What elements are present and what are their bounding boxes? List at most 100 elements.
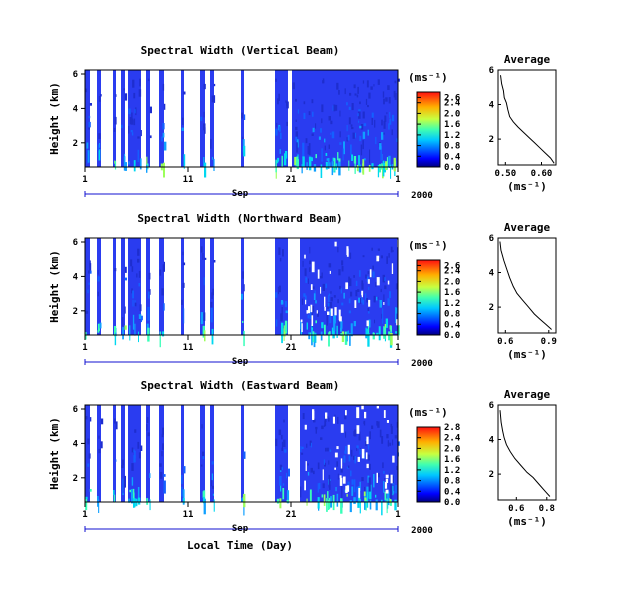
avg-x-tick-label: 0.9 xyxy=(541,337,557,347)
heatmap-cell xyxy=(202,253,204,260)
data-gap xyxy=(383,302,385,305)
heatmap-cell xyxy=(368,165,371,172)
heatmap-cell xyxy=(341,260,344,266)
heatmap-cell xyxy=(342,148,344,161)
heatmap-cell xyxy=(321,148,323,162)
heatmap-cell xyxy=(210,307,213,323)
heatmap-cell xyxy=(389,112,391,118)
heatmap-cell xyxy=(124,277,127,281)
heatmap-cell xyxy=(330,120,333,125)
heatmap-cell xyxy=(388,331,391,341)
heatmap-cell xyxy=(396,465,398,470)
heatmap-cell xyxy=(321,104,324,113)
colorbar-tick-label: 1.6 xyxy=(444,120,460,130)
heatmap-cell xyxy=(366,298,368,303)
heatmap-cell xyxy=(394,499,397,511)
heatmap-cell xyxy=(140,130,142,137)
heatmap-cell xyxy=(301,298,304,305)
heatmap-cell xyxy=(213,260,216,263)
data-gap xyxy=(306,310,309,314)
heatmap-cell xyxy=(297,109,299,114)
colorbar xyxy=(416,426,441,503)
heatmap-cell xyxy=(325,153,328,156)
heatmap-cell xyxy=(358,164,362,173)
heatmap-cell xyxy=(388,253,390,258)
heatmap-cell xyxy=(379,164,381,173)
heatmap-cell xyxy=(385,97,388,102)
heatmap-cell xyxy=(335,104,338,111)
heatmap-cell xyxy=(359,481,361,491)
heatmap-cell xyxy=(376,296,378,301)
panel-2: Spectral Width (Northward Beam) 6 4 2 Height… xyxy=(48,212,557,369)
heatmap-cell xyxy=(388,491,390,506)
heatmap-cell xyxy=(369,463,371,470)
heatmap-cell xyxy=(130,130,133,133)
avg-x-axis-label: (ms⁻¹) xyxy=(507,180,547,193)
heatmap-cell xyxy=(276,122,278,128)
heatmap-cell xyxy=(394,435,398,439)
heatmap-cell xyxy=(87,463,90,467)
heatmap-cell xyxy=(307,314,310,319)
heatmap-cell xyxy=(302,260,304,267)
heatmap-cell xyxy=(309,332,311,336)
heatmap-cell xyxy=(115,94,117,97)
heatmap-cell xyxy=(359,101,361,105)
data-gap xyxy=(376,277,380,286)
heatmap-cell xyxy=(312,111,314,117)
heatmap-cell xyxy=(364,486,366,494)
heatmap-cell xyxy=(362,299,365,305)
y-tick-label: 2 xyxy=(73,307,78,317)
heatmap-cell xyxy=(242,320,244,323)
heatmap-cell xyxy=(124,306,126,314)
data-gap xyxy=(304,254,306,259)
heatmap-cell xyxy=(350,291,353,297)
heatmap-cell xyxy=(99,94,102,97)
heatmap-cell xyxy=(337,152,339,161)
heatmap-cell xyxy=(308,143,311,155)
heatmap-cell xyxy=(275,128,278,136)
heatmap-cell xyxy=(379,300,382,308)
heatmap-cell xyxy=(377,79,380,85)
heatmap-cell xyxy=(321,272,323,279)
heatmap-cell xyxy=(213,158,215,171)
heatmap-cell xyxy=(278,247,281,255)
data-gap xyxy=(385,489,389,494)
heatmap-cell xyxy=(367,129,369,136)
heatmap-cell xyxy=(131,288,133,294)
data-gap xyxy=(330,308,333,316)
heatmap-cell xyxy=(384,498,387,502)
heatmap-cell xyxy=(339,110,341,117)
heatmap-cell xyxy=(371,117,373,125)
heatmap-cell xyxy=(203,83,206,90)
data-gap xyxy=(334,241,337,247)
heatmap-cell xyxy=(306,162,308,170)
heatmap-cell xyxy=(371,112,374,118)
heatmap-cell xyxy=(382,274,385,283)
data-gap xyxy=(358,488,361,498)
heatmap-cell xyxy=(275,438,278,447)
data-segment xyxy=(85,238,90,335)
data-gap xyxy=(301,323,303,333)
heatmap-cell xyxy=(285,310,288,314)
avg-y-tick-label: 6 xyxy=(489,234,494,244)
heatmap-cell xyxy=(360,298,362,304)
data-segment xyxy=(128,70,141,167)
avg-y-tick-label: 6 xyxy=(489,66,494,76)
heatmap-cell xyxy=(98,435,100,439)
data-gap xyxy=(338,309,341,321)
heatmap-cell xyxy=(326,312,328,326)
heatmap-cell xyxy=(389,291,391,298)
heatmap-cell xyxy=(341,302,344,306)
heatmap-cell xyxy=(133,455,136,463)
avg-title: Average xyxy=(504,53,551,66)
colorbar-tick-label: 2.4 xyxy=(444,434,461,444)
heatmap-cell xyxy=(381,163,383,170)
heatmap-cell xyxy=(162,132,165,138)
heatmap-cell xyxy=(350,144,352,155)
heatmap-cell xyxy=(386,112,388,115)
data-segment xyxy=(113,238,116,335)
data-gap xyxy=(356,425,360,434)
heatmap-cell xyxy=(380,255,383,259)
heatmap-cell xyxy=(114,331,117,346)
heatmap-cell xyxy=(395,307,397,323)
